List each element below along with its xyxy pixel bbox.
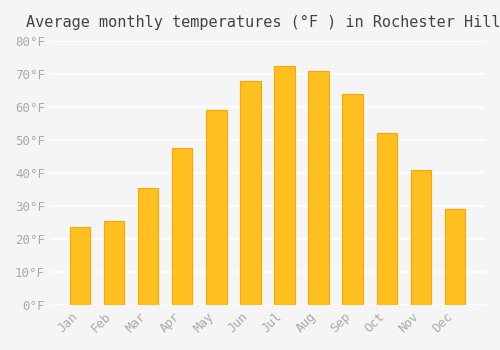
Title: Average monthly temperatures (°F ) in Rochester Hills: Average monthly temperatures (°F ) in Ro… xyxy=(26,15,500,30)
Bar xyxy=(445,209,465,305)
Bar xyxy=(206,110,227,305)
Bar xyxy=(172,148,193,305)
Bar xyxy=(104,221,124,305)
Bar xyxy=(70,228,90,305)
Bar xyxy=(308,71,329,305)
Bar xyxy=(274,66,294,305)
Bar xyxy=(138,188,158,305)
Bar xyxy=(342,94,363,305)
Bar xyxy=(376,133,397,305)
Bar xyxy=(240,80,260,305)
Bar xyxy=(410,170,431,305)
